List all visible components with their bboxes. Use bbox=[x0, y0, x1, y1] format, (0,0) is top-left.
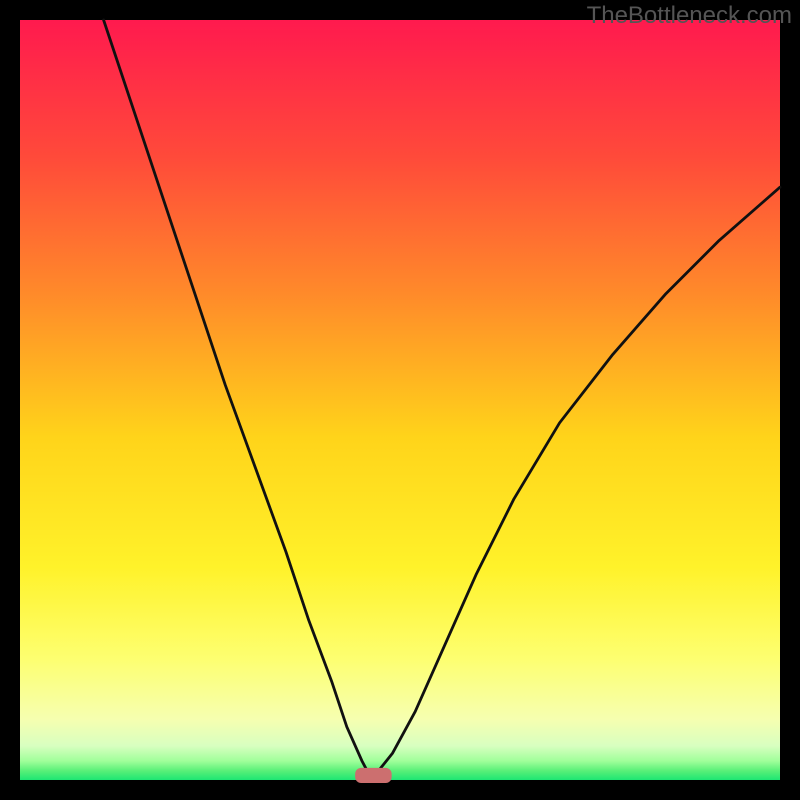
gradient-curve-chart bbox=[0, 0, 800, 800]
apex-marker bbox=[355, 768, 391, 783]
watermark-text: TheBottleneck.com bbox=[587, 2, 792, 30]
chart-gradient-background bbox=[20, 20, 780, 780]
